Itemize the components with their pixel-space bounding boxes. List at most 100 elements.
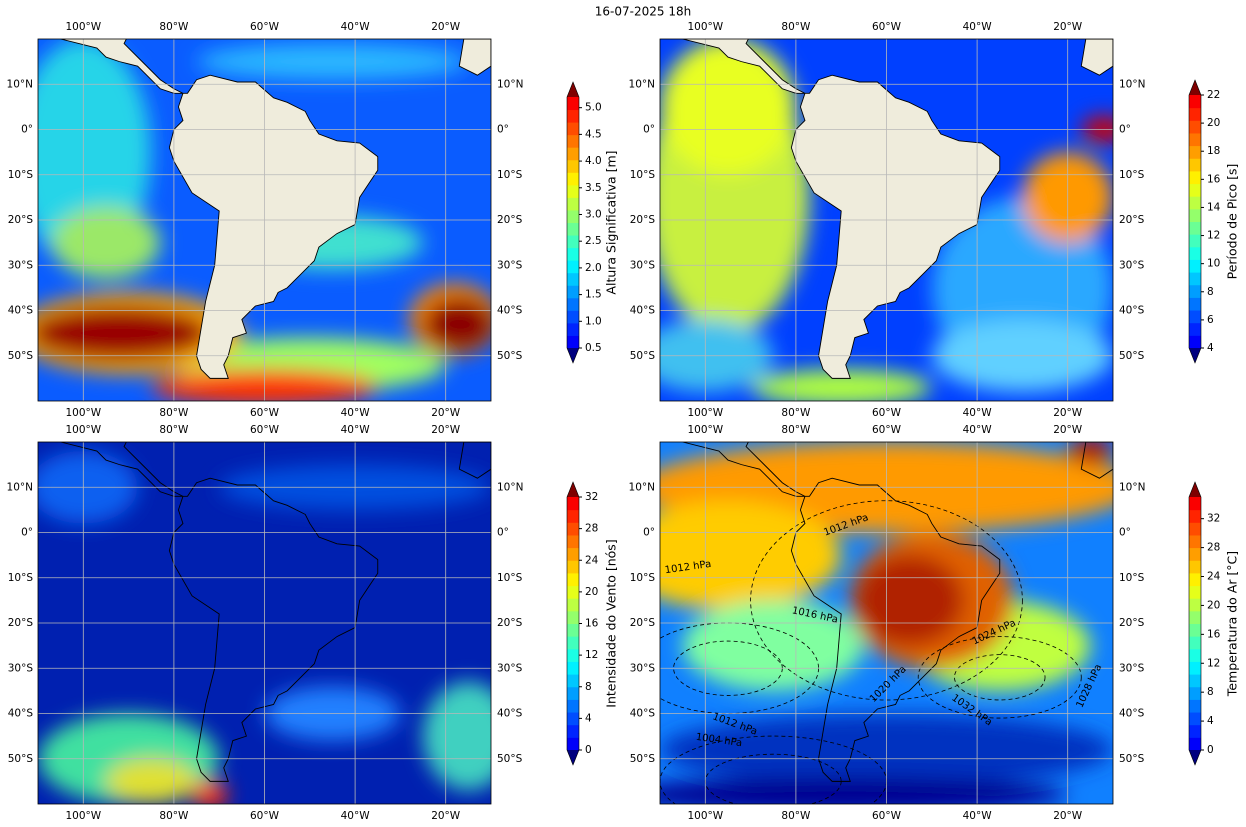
field-shading <box>660 442 1113 804</box>
colorbar-band <box>1189 107 1201 121</box>
lat-tick-label: 40°S <box>630 305 656 317</box>
lon-tick-label: 80°W <box>781 810 811 822</box>
lon-tick-label: 100°W <box>687 810 723 822</box>
lat-tick-label: 10°S <box>8 169 34 181</box>
lat-tick-label: 10°S <box>630 169 656 181</box>
colorbar-tick-label: 2.0 <box>585 262 602 274</box>
field-patch <box>854 555 964 646</box>
colorbar-label: Temperatura do Ar [°C] <box>1225 551 1240 697</box>
colorbar-band <box>567 509 579 523</box>
lon-tick-label: 80°W <box>781 21 811 33</box>
colorbar-band <box>567 636 579 650</box>
land <box>1080 442 1113 479</box>
colorbar-tick-label: 5.0 <box>585 102 602 114</box>
colorbar-band <box>567 260 579 274</box>
colorbar-tick-label: 3.0 <box>585 208 602 220</box>
colorbar-tick-label: 3.5 <box>585 182 602 194</box>
colorbar-band <box>567 297 579 311</box>
lat-tick-label: 50°S <box>8 753 34 765</box>
colorbar-band <box>1189 221 1201 235</box>
colorbar-tick-label: 32 <box>1207 513 1220 525</box>
lon-tick-label: 80°W <box>159 810 189 822</box>
field-patch <box>38 305 211 361</box>
lat-tick-label: 0° <box>497 527 509 539</box>
lon-tick-label: 80°W <box>159 21 189 33</box>
colorbar-extend <box>567 750 579 765</box>
colorbar-band <box>567 235 579 249</box>
colorbar-label: Altura Significativa [m] <box>604 150 619 294</box>
lon-tick-label: 20°W <box>431 810 461 822</box>
colorbar-band <box>567 686 579 700</box>
colorbar-band <box>1189 95 1201 109</box>
lon-tick-label: 40°W <box>963 424 993 436</box>
colorbar-band <box>1189 183 1201 197</box>
lat-tick-label: 10°S <box>497 169 523 181</box>
colorbar-band <box>1189 737 1201 751</box>
lon-tick-label: 100°W <box>65 21 101 33</box>
colorbar-band <box>567 598 579 612</box>
lon-tick-label: 80°W <box>159 407 189 419</box>
colorbar-label: Intensidade do Vento [nós] <box>604 539 619 707</box>
lat-tick-label: 20°S <box>497 617 523 629</box>
colorbar-band <box>567 335 579 349</box>
lon-tick-label: 100°W <box>65 424 101 436</box>
colorbar-tick-label: 8 <box>1207 686 1214 698</box>
colorbar-extend <box>567 82 579 97</box>
colorbar-band <box>1189 158 1201 172</box>
colorbar-band <box>1189 284 1201 298</box>
colorbar-band <box>1189 509 1201 523</box>
lon-tick-label: 40°W <box>341 424 371 436</box>
lat-tick-label: 10°S <box>1119 572 1145 584</box>
colorbar-band <box>567 197 579 211</box>
colorbar-tick-label: 12 <box>1207 230 1220 242</box>
lat-tick-label: 40°S <box>1119 305 1145 317</box>
colorbar-band <box>567 222 579 236</box>
colorbar-band <box>1189 145 1201 159</box>
colorbar-band <box>1189 610 1201 624</box>
land <box>682 442 1001 782</box>
colorbar-band <box>567 285 579 299</box>
colorbar-label: Período de Pico [s] <box>1225 164 1240 280</box>
lat-tick-label: 0° <box>497 124 509 136</box>
colorbar-band <box>567 648 579 662</box>
lat-tick-label: 10°N <box>629 481 655 493</box>
colorbar-tick-label: 18 <box>1207 145 1220 157</box>
colorbar-tick-label: 6 <box>1207 314 1214 326</box>
colorbar-band <box>1189 661 1201 675</box>
colorbar-band <box>567 699 579 713</box>
colorbar-tick-label: 14 <box>1207 201 1221 213</box>
colorbar-band <box>567 585 579 599</box>
field-patch <box>105 758 197 804</box>
land <box>60 442 379 782</box>
lat-tick-label: 0° <box>643 124 655 136</box>
lat-tick-label: 10°S <box>497 572 523 584</box>
colorbar-band <box>1189 196 1201 210</box>
colorbar-band <box>567 184 579 198</box>
colorbar-band <box>1189 674 1201 688</box>
lat-tick-label: 20°S <box>1119 214 1145 226</box>
lat-tick-label: 0° <box>643 527 655 539</box>
colorbar-extend <box>1189 750 1201 765</box>
colorbar-tick-label: 20 <box>1207 117 1220 129</box>
colorbar-tick-label: 0 <box>585 744 592 756</box>
colorbar-tick-label: 4.0 <box>585 155 602 167</box>
lat-tick-label: 30°S <box>630 662 656 674</box>
colorbar-tick-label: 28 <box>585 523 598 535</box>
colorbar-band <box>567 147 579 161</box>
lat-tick-label: 0° <box>21 124 33 136</box>
colorbar-band <box>567 623 579 637</box>
lon-tick-label: 60°W <box>250 21 280 33</box>
colorbar-extend <box>1189 482 1201 497</box>
colorbar-tick-label: 12 <box>585 649 598 661</box>
colorbar-band <box>567 712 579 726</box>
lon-tick-label: 20°W <box>1053 810 1083 822</box>
colorbar-tick-label: 16 <box>1207 628 1221 640</box>
colorbar-band <box>567 547 579 561</box>
field-patch <box>196 43 469 80</box>
lon-tick-label: 40°W <box>963 810 993 822</box>
colorbar-band <box>567 724 579 738</box>
figure-title: 16-07-2025 18h <box>595 5 691 19</box>
colorbar-tick-label: 24 <box>1207 571 1221 583</box>
lon-tick-label: 60°W <box>872 424 902 436</box>
lat-tick-label: 40°S <box>630 708 656 720</box>
